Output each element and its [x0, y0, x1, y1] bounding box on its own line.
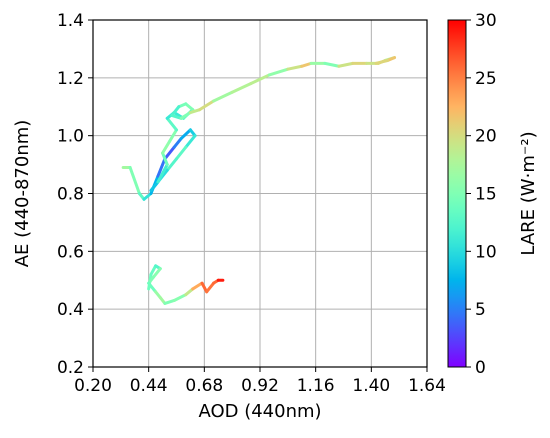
- y-axis: 0.2 0.4 0.6 0.8 1.0 1.2 1.4: [57, 11, 93, 378]
- series-segment: [184, 287, 195, 297]
- series-1: [121, 56, 397, 201]
- series-2: [147, 264, 225, 305]
- colorbar-tick-label: 15: [475, 185, 497, 205]
- series-segment: [175, 145, 188, 161]
- y-axis-label: AE (440-870nm): [12, 120, 33, 268]
- series-segment: [188, 108, 202, 115]
- x-tick-label: 0.92: [241, 376, 279, 396]
- series-segment: [156, 157, 167, 178]
- series-segment: [149, 180, 160, 193]
- series-segment: [184, 102, 195, 112]
- y-tick-label: 1.2: [57, 69, 84, 89]
- colorbar-tick-label: 30: [475, 11, 497, 31]
- y-tick-label: 0.4: [57, 300, 84, 320]
- series-segment: [170, 105, 181, 117]
- series-segment: [205, 281, 216, 294]
- series-segment: [249, 73, 271, 86]
- colorbar: [447, 19, 467, 368]
- series-segment: [179, 128, 192, 141]
- series-segment: [179, 111, 192, 120]
- x-tick-label: 0.44: [130, 376, 168, 396]
- series-segment: [337, 61, 355, 68]
- series-segment: [172, 293, 188, 302]
- colorbar-tick-label: 10: [475, 242, 497, 262]
- x-tick-label: 0.20: [74, 376, 112, 396]
- series-segment: [168, 128, 178, 143]
- series-segment: [165, 157, 178, 172]
- grid: [92, 19, 428, 368]
- series-segment: [198, 99, 216, 112]
- series-segment: [191, 281, 204, 291]
- series-segment: [161, 139, 172, 155]
- series-segment: [156, 163, 169, 184]
- colorbar-tick-label: 20: [475, 127, 497, 147]
- colorbar-ticks: 0 5 10 15 20 25 30: [466, 11, 497, 378]
- series-segment: [212, 90, 234, 103]
- series-segment: [161, 151, 169, 167]
- y-tick-label: 0.2: [57, 358, 84, 378]
- series-segment: [267, 67, 290, 77]
- x-axis-label: AOD (440nm): [198, 401, 321, 422]
- x-tick-label: 1.64: [408, 376, 446, 396]
- series-segment: [149, 264, 158, 276]
- colorbar-tick-label: 0: [475, 358, 486, 378]
- series-segment: [374, 58, 390, 65]
- series-segment: [147, 281, 158, 294]
- series-segment: [300, 61, 313, 68]
- y-tick-label: 1.0: [57, 127, 84, 147]
- x-axis: 0.20 0.44 0.68 0.92 1.16 1.40 1.64: [74, 367, 446, 396]
- series-segment: [165, 116, 178, 132]
- colorbar-tick-label: 25: [475, 69, 497, 89]
- series-segment: [184, 134, 197, 149]
- x-tick-label: 1.40: [352, 376, 390, 396]
- series-segment: [200, 281, 209, 294]
- series-segment: [128, 165, 141, 195]
- series-segment: [142, 192, 153, 201]
- series-segment: [151, 267, 162, 279]
- series-segment: [163, 298, 176, 305]
- series-layer: [121, 56, 397, 305]
- series-segment: [286, 64, 304, 71]
- series-segment: [230, 82, 253, 94]
- y-tick-label: 1.4: [57, 11, 84, 31]
- y-tick-label: 0.8: [57, 185, 84, 205]
- series-segment: [323, 61, 341, 68]
- x-tick-label: 0.68: [185, 376, 223, 396]
- series-segment: [172, 137, 183, 149]
- y-tick-label: 0.6: [57, 242, 84, 262]
- colorbar-label: LARE (W·m⁻²): [518, 131, 539, 255]
- x-tick-label: 1.16: [297, 376, 335, 396]
- colorbar-tick-label: 5: [475, 300, 486, 320]
- series-segment: [163, 145, 176, 161]
- series-segment: [170, 113, 183, 120]
